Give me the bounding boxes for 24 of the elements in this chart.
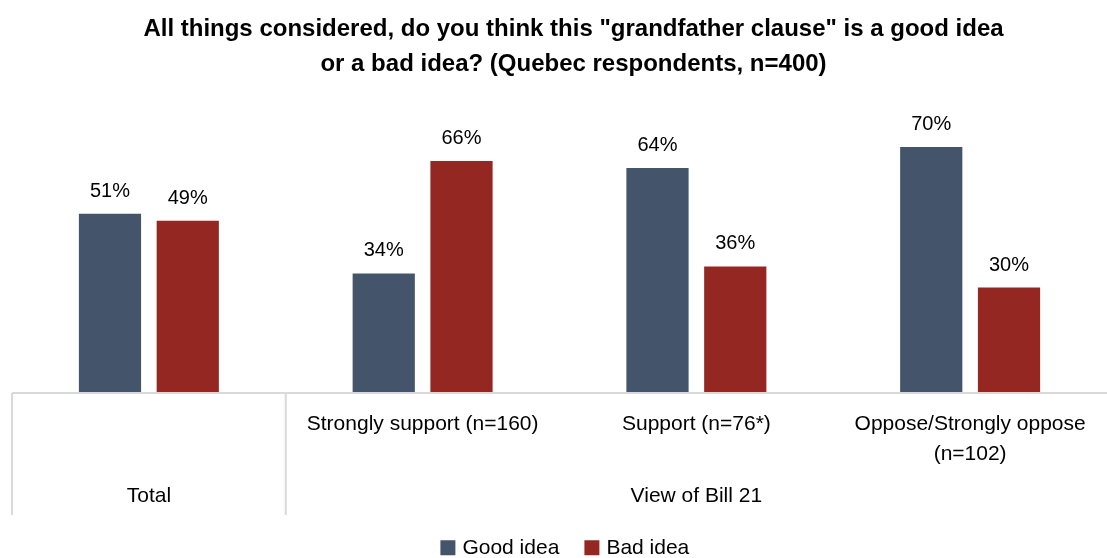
text: Total xyxy=(126,483,172,506)
data-label: 51% xyxy=(89,178,131,201)
legend-label: Bad idea xyxy=(606,534,690,558)
bar xyxy=(352,273,415,393)
text: View of Bill 21 xyxy=(630,483,763,506)
x-tick-label: Support (n=76*) xyxy=(621,411,771,434)
bar xyxy=(78,213,142,393)
x-tick-label: Strongly support (n=160) xyxy=(306,411,539,434)
x-tick-label: Oppose/Strongly oppose (n=102) xyxy=(854,411,1086,464)
data-label: 70% xyxy=(911,111,952,134)
bar xyxy=(156,220,219,393)
data-label: 34% xyxy=(363,238,404,261)
bar xyxy=(704,266,767,393)
data-label: 36% xyxy=(715,231,756,254)
chart-title: All things considered, do you think this "grandfather clause" is a good idea or a bad idea? (Quebec respondents, n=400) xyxy=(143,14,1005,76)
bar xyxy=(977,287,1041,393)
data-label: 64% xyxy=(637,132,678,155)
bar xyxy=(430,160,493,393)
data-label: 66% xyxy=(441,125,482,148)
data-label: 30% xyxy=(988,252,1030,275)
legend-label: Good idea xyxy=(462,534,560,558)
data-label: 49% xyxy=(167,185,208,208)
bar xyxy=(626,167,689,393)
bar xyxy=(900,146,963,393)
